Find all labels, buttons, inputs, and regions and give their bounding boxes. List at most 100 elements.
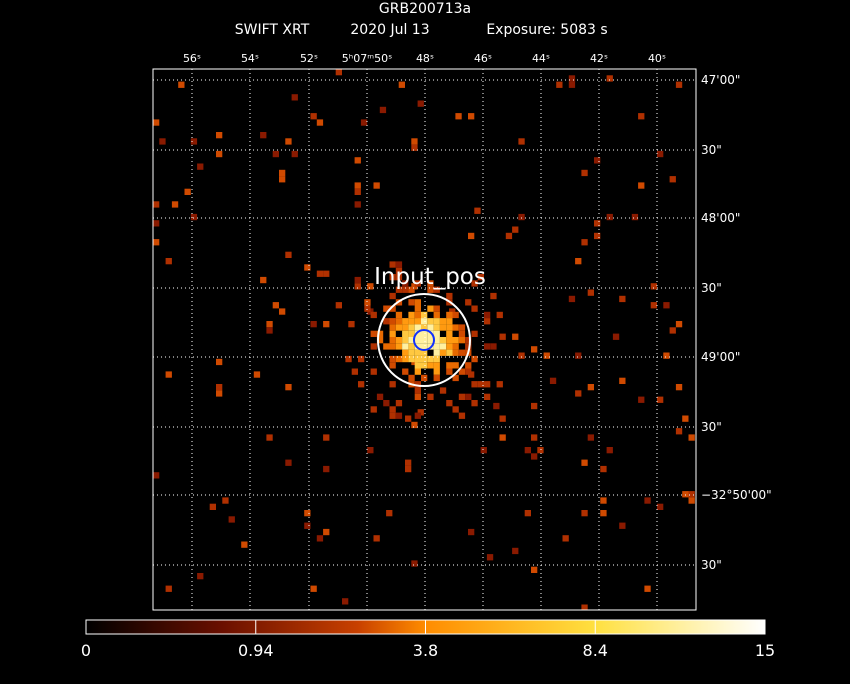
count-pixel — [446, 343, 453, 350]
count-pixel — [421, 362, 428, 369]
count-pixel — [468, 113, 475, 120]
count-pixel — [304, 522, 311, 529]
count-pixel — [543, 352, 550, 359]
count-pixel — [484, 393, 491, 400]
count-pixel — [446, 368, 453, 375]
count-pixel — [395, 400, 403, 407]
count-pixel — [537, 447, 544, 454]
count-pixel — [209, 503, 216, 510]
count-pixel — [323, 465, 330, 473]
count-pixel — [458, 337, 466, 344]
count-pixel — [669, 176, 676, 183]
count-pixel — [471, 305, 478, 312]
count-pixel — [518, 213, 525, 221]
count-pixel — [427, 355, 434, 363]
count-pixel — [421, 330, 428, 337]
count-pixel — [402, 286, 409, 293]
count-pixel — [433, 305, 440, 312]
count-pixel — [383, 318, 390, 325]
count-pixel — [414, 387, 421, 394]
count-pixel — [524, 510, 531, 517]
count-pixel — [354, 276, 361, 284]
count-pixel — [455, 113, 462, 120]
count-pixel — [395, 274, 403, 281]
ra-label: 56ˢ — [183, 52, 201, 65]
count-pixel — [433, 368, 440, 375]
count-pixel — [606, 213, 613, 221]
count-pixel — [657, 503, 664, 510]
date: 2020 Jul 13 — [350, 22, 429, 38]
count-pixel — [465, 362, 472, 369]
count-pixel — [458, 349, 466, 356]
count-pixel — [184, 188, 191, 195]
count-pixel — [402, 280, 409, 287]
count-pixel — [408, 286, 415, 293]
count-pixel — [364, 305, 371, 312]
count-pixel — [433, 337, 440, 344]
count-pixel — [421, 311, 428, 319]
count-pixel — [675, 428, 683, 435]
count-pixel — [446, 400, 453, 407]
count-pixel — [395, 412, 403, 419]
count-pixel — [480, 447, 487, 454]
count-pixel — [499, 333, 506, 340]
count-pixel — [285, 459, 292, 466]
count-pixel — [376, 393, 384, 400]
source-label: Input_pos — [374, 264, 486, 290]
count-pixel — [402, 337, 409, 344]
count-pixel — [408, 330, 415, 337]
count-pixel — [414, 280, 421, 287]
count-pixel — [373, 535, 380, 542]
count-pixel — [285, 251, 292, 258]
count-pixel — [376, 337, 384, 344]
count-pixel — [370, 343, 377, 350]
count-pixel — [310, 321, 317, 328]
count-pixel — [398, 81, 405, 88]
count-pixel — [310, 113, 317, 120]
count-pixel — [594, 232, 601, 240]
count-pixel — [433, 374, 440, 382]
count-pixel — [471, 330, 478, 337]
count-pixel — [682, 491, 689, 498]
count-pixel — [342, 598, 349, 605]
count-pixel — [449, 308, 456, 315]
dec-label: 30" — [701, 281, 722, 295]
count-pixel — [367, 283, 374, 290]
position-marker — [413, 329, 435, 351]
count-pixel — [663, 352, 670, 359]
count-pixel — [291, 150, 298, 158]
count-pixel — [427, 324, 434, 331]
count-pixel — [581, 459, 588, 466]
count-pixel — [414, 305, 421, 312]
ra-label: 52ˢ — [300, 52, 318, 65]
count-pixel — [493, 402, 500, 410]
count-pixel — [427, 337, 434, 344]
count-pixel — [272, 302, 279, 309]
count-pixel — [335, 302, 342, 309]
count-pixel — [395, 318, 403, 325]
count-pixel — [165, 258, 172, 265]
count-pixel — [619, 377, 626, 384]
count-pixel — [631, 213, 639, 221]
count-pixel — [524, 447, 531, 454]
count-pixel — [433, 330, 440, 337]
count-pixel — [531, 346, 538, 353]
count-pixel — [260, 132, 267, 139]
count-pixel — [376, 330, 384, 337]
ra-label: 44ˢ — [532, 52, 550, 65]
count-pixel — [402, 343, 409, 350]
count-pixel — [370, 330, 377, 337]
count-pixel — [619, 522, 626, 529]
count-pixel — [405, 459, 412, 466]
dec-label: 30" — [701, 143, 722, 157]
count-pixel — [197, 573, 204, 580]
count-pixel — [405, 415, 412, 422]
count-pixel — [490, 343, 497, 350]
count-pixel — [600, 510, 607, 517]
count-pixel — [354, 182, 361, 189]
count-pixel — [612, 333, 620, 340]
count-pixel — [433, 355, 440, 363]
count-pixel — [414, 381, 421, 388]
ra-label: 46ˢ — [474, 52, 492, 65]
count-pixel — [439, 387, 447, 394]
